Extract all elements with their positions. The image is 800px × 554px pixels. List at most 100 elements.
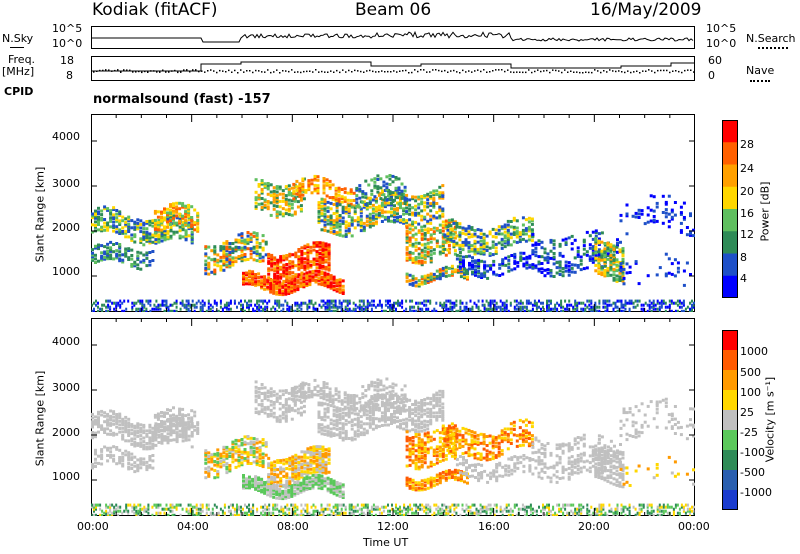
heatmap-cell xyxy=(263,284,267,288)
heatmap-cell xyxy=(471,270,474,274)
heatmap-cell xyxy=(270,481,274,485)
heatmap-cell xyxy=(124,423,128,427)
heatmap-cell xyxy=(650,301,653,305)
heatmap-cell xyxy=(341,211,345,215)
heatmap-cell xyxy=(179,301,182,305)
heatmap-cell xyxy=(546,301,548,305)
heatmap-cell xyxy=(300,307,303,311)
heatmap-cell xyxy=(285,273,289,277)
heatmap-cell xyxy=(322,178,326,182)
heatmap-cell xyxy=(666,305,669,309)
heatmap-cell xyxy=(465,301,468,305)
heatmap-cell xyxy=(632,305,635,309)
heatmap-cell xyxy=(175,216,179,220)
heatmap-cell xyxy=(338,283,342,287)
heatmap-cell xyxy=(597,250,601,254)
heatmap-cell xyxy=(243,451,247,455)
heatmap-cell xyxy=(676,303,679,307)
heatmap-cell xyxy=(501,261,505,265)
heatmap-cell xyxy=(261,234,265,238)
heatmap-cell xyxy=(216,258,220,262)
heatmap-cell xyxy=(323,212,327,216)
heatmap-cell xyxy=(207,469,211,473)
nave-dot xyxy=(261,71,263,73)
heatmap-cell xyxy=(181,223,185,227)
heatmap-cell xyxy=(393,193,396,197)
heatmap-cell xyxy=(326,272,330,276)
heatmap-cell xyxy=(97,219,100,223)
heatmap-cell xyxy=(263,481,267,484)
heatmap-cell xyxy=(112,445,116,449)
heatmap-cell xyxy=(125,307,128,311)
heatmap-cell xyxy=(355,204,359,208)
heatmap-cell xyxy=(414,232,418,236)
heatmap-cell xyxy=(169,208,172,212)
heatmap-cell xyxy=(479,250,483,254)
heatmap-cell xyxy=(133,437,137,441)
heatmap-cell xyxy=(318,255,322,259)
heatmap-cell xyxy=(280,303,283,307)
heatmap-cell xyxy=(609,246,613,250)
heatmap-cell xyxy=(302,476,306,480)
heatmap-cell xyxy=(139,267,143,271)
heatmap-cell xyxy=(498,274,502,277)
heatmap-cell xyxy=(686,305,689,309)
nave-dot xyxy=(597,70,599,72)
heatmap-cell xyxy=(405,251,409,255)
heatmap-cell xyxy=(300,271,304,275)
heatmap-cell xyxy=(121,434,125,437)
heatmap-cell xyxy=(121,457,125,461)
heatmap-cell xyxy=(367,183,371,187)
heatmap-cell xyxy=(284,194,288,198)
heatmap-cell xyxy=(257,387,261,390)
heatmap-cell xyxy=(417,241,421,245)
nave-dot xyxy=(252,71,254,74)
heatmap-cell xyxy=(582,252,586,256)
heatmap-cell xyxy=(308,305,311,309)
heatmap-cell xyxy=(446,237,450,241)
heatmap-cell xyxy=(297,461,301,464)
heatmap-cell xyxy=(94,461,97,465)
heatmap-cell xyxy=(276,262,280,266)
heatmap-cell xyxy=(308,483,312,487)
heatmap-cell xyxy=(222,252,226,256)
heatmap-cell xyxy=(297,273,301,277)
heatmap-cell xyxy=(387,217,390,221)
heatmap-cell xyxy=(380,189,384,193)
heatmap-cell xyxy=(561,238,565,242)
heatmap-cell xyxy=(344,209,348,213)
heatmap-cell xyxy=(411,274,415,278)
heatmap-cell xyxy=(225,247,229,251)
heatmap-cell xyxy=(317,479,321,483)
heatmap-cell xyxy=(260,479,264,483)
heatmap-cell xyxy=(441,243,445,247)
heatmap-cell xyxy=(282,269,286,273)
heatmap-cell xyxy=(130,226,134,230)
heatmap-cells xyxy=(91,174,695,312)
heatmap-cell xyxy=(482,241,486,245)
heatmap-cell xyxy=(634,260,638,264)
heatmap-cell xyxy=(315,452,319,456)
heatmap-cell xyxy=(225,240,229,244)
heatmap-cell xyxy=(521,301,524,305)
heatmap-cell xyxy=(287,284,291,288)
heatmap-cell xyxy=(300,466,304,470)
heatmap-cell xyxy=(393,301,395,305)
nave-dot xyxy=(447,71,449,73)
heatmap-cell xyxy=(106,255,110,259)
heatmap-cell xyxy=(330,309,333,312)
heatmap-cell xyxy=(139,237,143,241)
heatmap-cell xyxy=(338,228,342,232)
heatmap-cell xyxy=(429,249,433,253)
heatmap-cell xyxy=(257,276,261,279)
heatmap-cell xyxy=(408,227,412,231)
nave-dot xyxy=(618,70,620,72)
heatmap-cell xyxy=(524,227,528,231)
heatmap-cell xyxy=(184,428,188,432)
heatmap-cell xyxy=(338,494,342,498)
heatmap-cell xyxy=(397,188,401,192)
heatmap-cell xyxy=(321,247,325,250)
heatmap-cell xyxy=(302,478,306,482)
heatmap-cell xyxy=(374,200,378,204)
heatmap-cell xyxy=(432,278,436,282)
